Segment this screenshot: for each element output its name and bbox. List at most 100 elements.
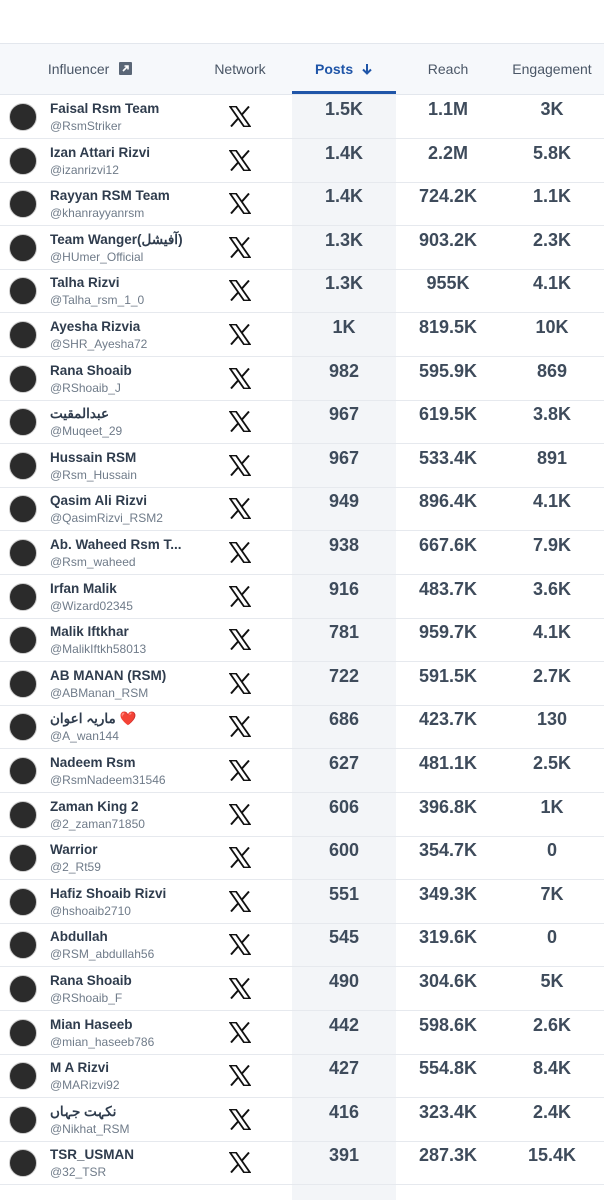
network-icon	[228, 977, 252, 1004]
cell-value: 304.6K	[418, 971, 478, 991]
cell-value: 627	[328, 753, 360, 773]
avatar	[9, 146, 37, 175]
influencer-name: Rana Shoaib	[50, 973, 132, 988]
cell-value: 1K	[332, 317, 356, 337]
influencer-handle: @SHR_Ayesha72	[50, 337, 148, 351]
table-row: Rana Shoaib @RShoaib_F 490 304.6K 5K	[0, 967, 604, 1011]
influencer-handle: @2_zaman71850	[50, 816, 145, 831]
sorted-column-bg	[292, 95, 396, 1200]
table-row: Malik Iftkhar @MalikIftkh58013 781 959.7K 4.…	[0, 618, 604, 663]
influencer-name: Nadeem Rsm	[50, 755, 136, 770]
cell-value: 2.6K	[532, 1014, 572, 1035]
avatar	[9, 844, 37, 873]
cell-value: 2.4K	[532, 1101, 572, 1122]
influencer-handle: @MARizvi92	[50, 1078, 120, 1093]
cell-value: 481.1K	[418, 753, 478, 773]
network-icon	[228, 541, 252, 568]
header-influencer[interactable]: Influencer	[0, 44, 180, 94]
cell-value: 130	[536, 709, 568, 730]
cell-value: 916	[328, 578, 360, 599]
cell-value: 533.4K	[418, 447, 478, 468]
network-icon	[228, 890, 252, 917]
cell-value: 416	[328, 1101, 360, 1122]
cell-value: 967	[328, 447, 360, 468]
influencer-name: Team Wanger(آفیشل)	[50, 231, 183, 247]
table-row: Warrior @2_Rt59 600 354.7K 0	[0, 836, 604, 881]
influencer-handle: @Nikhat_RSM	[50, 1121, 130, 1136]
influencer-handle: @RsmNadeem31546	[50, 773, 166, 787]
avatar	[9, 931, 37, 960]
influencer-handle: @izanrizvi12	[50, 162, 119, 177]
influencer-name: Ayesha Rizvia	[50, 319, 141, 334]
cell-value: 1.1M	[427, 99, 469, 119]
cell-value: 5K	[540, 971, 564, 991]
table-row: Mian Haseeb @mian_haseeb786 442 598.6K 2.6K	[0, 1011, 604, 1055]
avatar	[9, 626, 37, 655]
cell-value: 2.2M	[427, 142, 469, 163]
network-icon	[228, 1021, 252, 1048]
cell-value: 3K	[540, 99, 564, 119]
table-row: Ayesha Rizvia @SHR_Ayesha72 1K 819.5K 10K	[0, 313, 604, 357]
avatar	[9, 364, 37, 393]
cell-value: 1.5K	[324, 99, 364, 119]
network-icon	[228, 628, 252, 655]
network-icon	[228, 236, 252, 263]
header-posts[interactable]: Posts	[292, 44, 396, 94]
cell-value: 819.5K	[418, 317, 478, 337]
cell-value: 891	[536, 447, 568, 468]
influencer-name: Mian Haseeb	[50, 1016, 133, 1032]
table-row: Nadeem Rsm @RsmNadeem31546 627 481.1K 2.5K	[0, 749, 604, 793]
cell-value: 3.6K	[532, 578, 572, 599]
table-header: Influencer Network Posts Reach Engagemen…	[0, 43, 604, 95]
influencer-name: Hussain RSM	[50, 449, 137, 465]
avatar	[9, 190, 37, 219]
cell-value: 287.3K	[418, 1145, 478, 1166]
avatar	[9, 321, 37, 349]
cell-value: 595.9K	[418, 360, 478, 381]
influencer-handle: @MalikIftkh58013	[50, 642, 147, 657]
influencer-name: Hafiz Shoaib Rizvi	[50, 885, 167, 901]
cell-value: 551	[328, 883, 360, 904]
cell-value: 1.4K	[324, 142, 364, 163]
header-reach[interactable]: Reach	[427, 61, 469, 77]
cell-value: 955K	[426, 273, 470, 294]
cell-value: 10K	[535, 317, 569, 337]
avatar	[9, 1018, 37, 1047]
cell-value: 686	[328, 709, 360, 730]
cell-value: 591.5K	[418, 665, 478, 686]
cell-value: 323.4K	[418, 1101, 478, 1122]
network-icon	[228, 759, 252, 786]
header-network[interactable]: Network	[214, 61, 266, 77]
avatar	[9, 408, 37, 437]
cell-value: 15.4K	[527, 1145, 577, 1166]
cell-value: 600	[328, 840, 360, 861]
cell-value: 1K	[540, 796, 564, 817]
cell-value: 598.6K	[418, 1014, 478, 1035]
influencer-name: Rayyan RSM Team	[50, 188, 170, 204]
header-text: Influencer	[47, 61, 110, 77]
influencer-name: Warrior	[50, 842, 98, 858]
table-row: Irfan Malik @Wizard02345 916 483.7K 3.6K	[0, 575, 604, 619]
header-engagement[interactable]: Engagement	[512, 61, 592, 77]
table-row: ماریہ اعوان ❤️ @A_wan144 686 423.7K 130	[0, 705, 604, 750]
influencer-name: Izan Attari Rizvi	[50, 144, 151, 160]
avatar	[9, 887, 37, 916]
cell-value: 982	[328, 360, 360, 381]
avatar	[9, 1105, 37, 1134]
influencer-handle: @Talha_rsm_1_0	[50, 293, 145, 308]
table-row: Qasim Ali Rizvi @QasimRizvi_RSM2 949 896.4K…	[0, 487, 604, 532]
network-icon	[228, 715, 252, 742]
cell-value: 959.7K	[418, 622, 478, 643]
influencer-handle: @Wizard02345	[50, 598, 133, 613]
influencer-name: Rana Shoaib	[50, 362, 132, 378]
influencer-handle: @Muqeet_29	[50, 424, 123, 439]
avatar	[9, 451, 37, 480]
cell-value: 391	[328, 1145, 360, 1166]
table-row: Talha Rizvi @Talha_rsm_1_0 1.3K 955K 4.1K	[0, 269, 604, 314]
avatar	[9, 713, 37, 742]
network-icon	[228, 1151, 252, 1178]
influencer-handle: @2_Rt59	[50, 860, 101, 875]
influencer-handle: @Rsm_waheed	[50, 555, 136, 569]
influencer-handle: @32_TSR	[50, 1165, 107, 1180]
cell-value: 0	[546, 840, 557, 861]
